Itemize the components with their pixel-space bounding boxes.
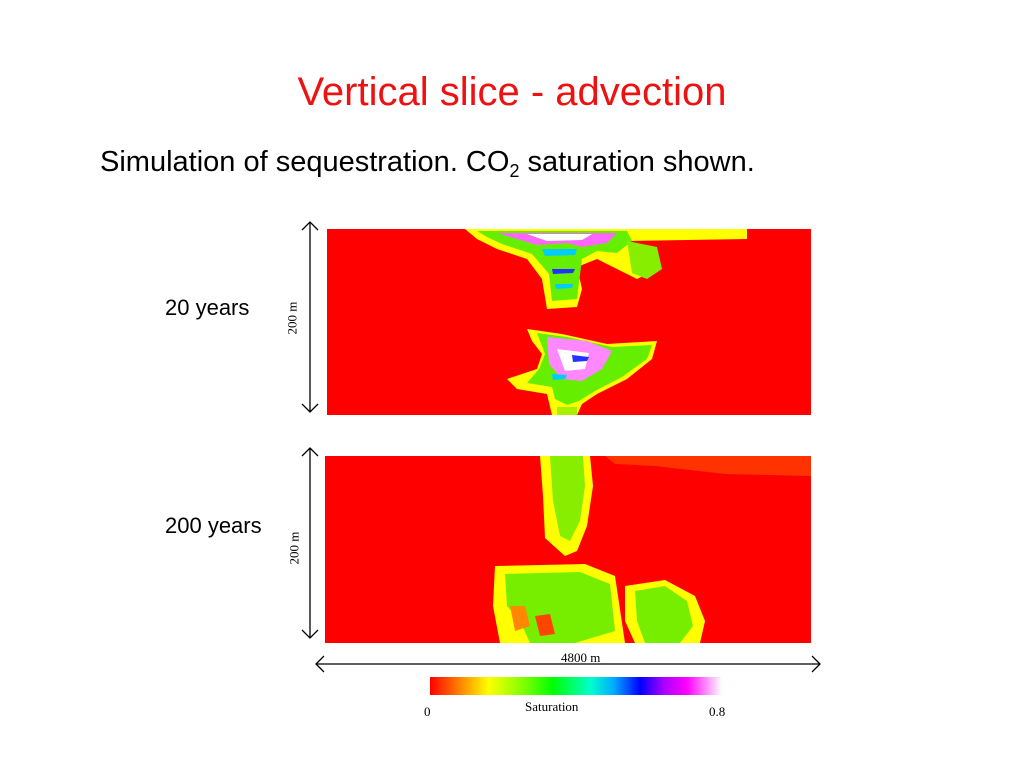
saturation-colorbar xyxy=(430,677,722,695)
subtitle-subscript: 2 xyxy=(509,161,520,181)
saturation-slice-20-years xyxy=(327,229,811,415)
colorbar-min-label: 0 xyxy=(424,704,431,719)
colorbar-title: Saturation xyxy=(525,699,579,714)
colorbar-max-label: 0.8 xyxy=(709,704,726,719)
subtitle-suffix: saturation shown. xyxy=(519,146,755,178)
panel-label-20-years: 20 years xyxy=(165,295,250,320)
width-scale-label: 4800 m xyxy=(561,650,601,665)
slide-title: Vertical slice - advection xyxy=(297,70,727,114)
saturation-slice-200-years xyxy=(325,456,811,643)
plume-200-years-image xyxy=(493,456,811,643)
panel-label-200-years: 200 years xyxy=(165,513,262,538)
subtitle-prefix: Simulation of sequestration. CO xyxy=(100,146,510,178)
slide-subtitle: Simulation of sequestration. CO2 saturat… xyxy=(100,146,755,182)
plume-20-years-image xyxy=(465,229,747,415)
